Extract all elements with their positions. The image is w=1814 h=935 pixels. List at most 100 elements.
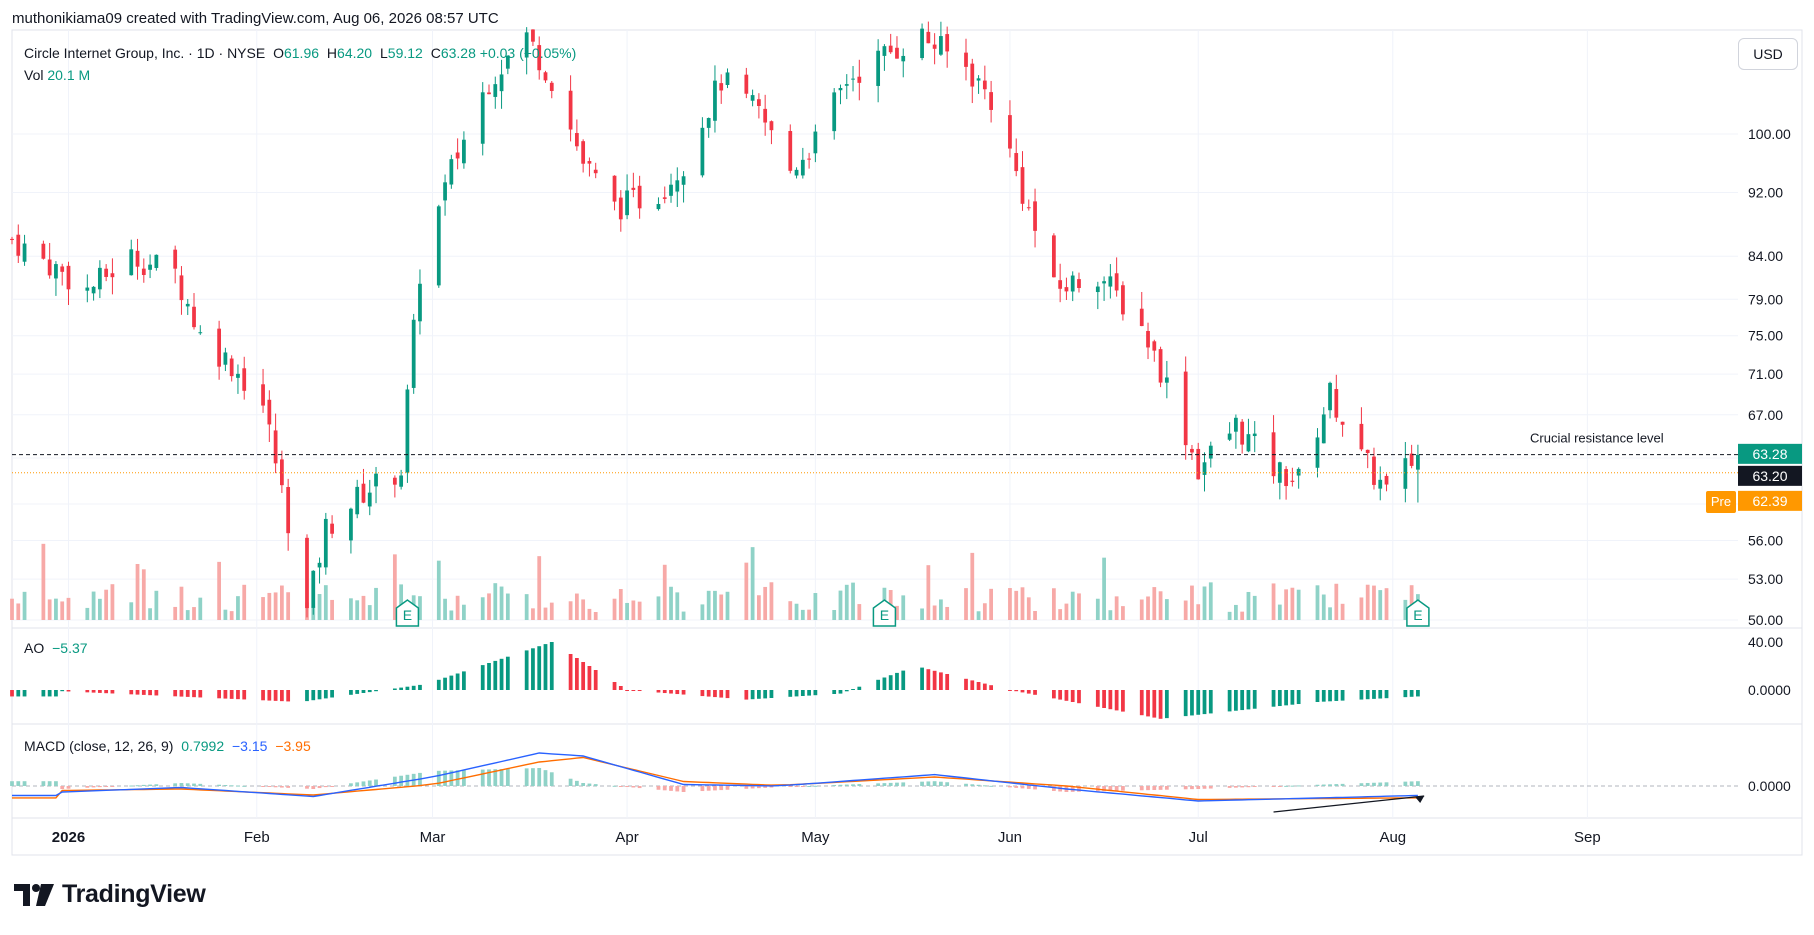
volume-bar <box>267 592 272 620</box>
volume-bar <box>1290 587 1295 620</box>
ao-legend[interactable]: AO −5.37 <box>24 640 88 656</box>
ao-bar <box>970 680 975 690</box>
candle-body <box>982 80 987 90</box>
volume-bar <box>367 605 372 620</box>
candle-body <box>1277 462 1282 483</box>
macd-histogram-bar <box>499 769 504 786</box>
candle-body <box>1359 423 1364 450</box>
ao-label: AO <box>24 640 45 656</box>
ao-bar <box>185 690 190 697</box>
ao-bar <box>838 690 843 694</box>
macd-histogram-bar <box>669 786 673 791</box>
ao-bar <box>229 690 234 699</box>
candle-body <box>769 121 774 131</box>
candle-body <box>66 265 71 290</box>
candle-body <box>1240 421 1245 445</box>
macd-histogram-bar <box>317 786 322 789</box>
symbol-legend[interactable]: Circle Internet Group, Inc. · 1D · NYSE … <box>24 45 576 61</box>
macd-line <box>12 752 1418 802</box>
candle-body <box>1051 235 1056 278</box>
candle-body <box>1234 417 1238 432</box>
volume-bar <box>920 608 924 620</box>
candle-body <box>1340 421 1345 425</box>
macd-histogram-bar <box>1359 783 1364 786</box>
macd-histogram-bar <box>185 783 190 786</box>
ao-bar <box>305 690 309 702</box>
macd-histogram-bar <box>374 779 378 786</box>
ao-bar <box>91 690 96 693</box>
volume-bar <box>179 586 184 620</box>
ao-bar <box>1315 690 1320 702</box>
candle-body <box>242 368 247 391</box>
ao-bar <box>1277 690 1282 707</box>
ao-tick-label: 0.0000 <box>1748 682 1791 698</box>
macd-histogram-bar <box>91 786 96 788</box>
ao-bar <box>436 679 441 690</box>
ao-bar <box>769 690 774 698</box>
candle-body <box>1246 434 1251 452</box>
ao-bar <box>242 690 247 700</box>
candle-body <box>1102 281 1106 284</box>
ao-bar <box>719 690 724 698</box>
volume-bar <box>1296 589 1301 620</box>
candle-body <box>47 259 52 276</box>
ao-bar <box>1409 690 1414 697</box>
ao-bar <box>323 690 328 699</box>
macd-histogram-bar <box>399 775 404 786</box>
tradingview-logo[interactable]: TradingView <box>14 880 206 909</box>
candle-body <box>10 238 14 241</box>
tradingview-logo-text: TradingView <box>62 880 206 908</box>
macd-histogram-bar <box>198 783 203 786</box>
macd-histogram-bar <box>706 786 711 791</box>
ao-bar <box>1252 690 1257 709</box>
earnings-marker-label: E <box>1413 607 1422 623</box>
candle-body <box>757 99 761 107</box>
volume-bar <box>838 590 843 620</box>
ao-bar <box>1008 690 1012 691</box>
macd-histogram-bar <box>330 786 334 787</box>
candle-body <box>311 570 316 608</box>
volume-bar <box>374 587 378 620</box>
volume-bar <box>392 554 397 620</box>
macd-histogram-bar <box>480 769 485 786</box>
ao-bar <box>531 648 535 690</box>
macd-histogram-bar <box>1102 786 1106 792</box>
macd-legend[interactable]: MACD (close, 12, 26, 9) 0.7992 −3.15 −3.… <box>24 738 311 754</box>
ao-bar <box>217 690 222 699</box>
candle-body <box>1202 462 1207 475</box>
crosshair-price-label: 63.20 <box>1752 468 1787 484</box>
volume-bar <box>323 585 328 620</box>
candle-body <box>97 267 102 290</box>
macd-histogram-bar <box>179 783 184 786</box>
ao-bar <box>675 690 680 695</box>
ao-bar <box>1014 690 1019 692</box>
earnings-marker: E <box>1406 599 1430 627</box>
macd-histogram-bar <box>769 786 774 788</box>
volume-bar <box>574 593 579 620</box>
ao-bar <box>110 690 115 694</box>
candle-body <box>700 127 705 176</box>
volume-bar <box>1102 557 1106 620</box>
candle-body <box>1378 479 1383 489</box>
volume-bar <box>982 603 987 620</box>
volume-bar <box>1252 595 1257 620</box>
volume-legend[interactable]: Vol 20.1 M <box>24 67 90 83</box>
volume-bar <box>1384 588 1389 620</box>
resistance-annotation: Crucial resistance level <box>1530 431 1664 446</box>
ao-bar <box>920 667 924 690</box>
macd-histogram-bar <box>757 786 761 789</box>
ao-bar <box>706 690 711 697</box>
candle-body <box>317 562 322 568</box>
macd-histogram-bar <box>524 768 529 786</box>
currency-button[interactable]: USD <box>1738 38 1798 70</box>
volume-bar <box>198 597 203 620</box>
ao-bar <box>1095 690 1100 707</box>
ao-bar <box>1234 690 1238 711</box>
macd-histogram-bar <box>349 783 353 786</box>
candle-body <box>1114 273 1119 291</box>
volume-bar <box>1033 610 1037 620</box>
candle-body <box>41 243 46 259</box>
candle-body <box>713 80 717 121</box>
